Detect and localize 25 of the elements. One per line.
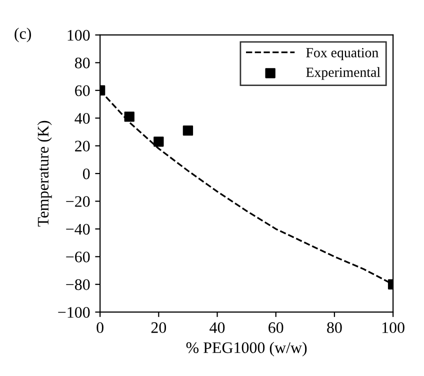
y-axis-title: Temperature (K) xyxy=(37,120,52,227)
y-tick-label: −20 xyxy=(66,196,90,207)
y-tick-label: 0 xyxy=(82,168,90,180)
point xyxy=(124,112,134,122)
y-tick-label: 20 xyxy=(75,140,90,152)
x-tick-label: 20 xyxy=(151,322,166,334)
y-tick-label: −100 xyxy=(58,307,90,318)
y-tick-label: −60 xyxy=(66,252,90,262)
legend-label: Fox equation xyxy=(306,48,378,60)
y-tick-label: −40 xyxy=(66,224,90,235)
y-tick-label: 80 xyxy=(74,58,90,68)
x-tick-label: 100 xyxy=(382,322,404,334)
point xyxy=(182,125,194,136)
x-axis-title: % PEG1000 (w/w) xyxy=(186,342,307,356)
legend-label: Experimental xyxy=(306,67,380,80)
y-tick-label: 100 xyxy=(68,30,90,41)
point xyxy=(154,136,164,147)
x-tick-label: 40 xyxy=(210,322,225,334)
y-tick-label: −80 xyxy=(66,279,90,290)
y-tick-label: 60 xyxy=(75,85,90,96)
text: (c) xyxy=(14,28,31,42)
x-tick-label: 0 xyxy=(96,322,104,334)
x-tick-label: 60 xyxy=(268,322,284,334)
y-tick-label: 40 xyxy=(74,113,90,124)
x-tick-label: 80 xyxy=(327,322,342,334)
